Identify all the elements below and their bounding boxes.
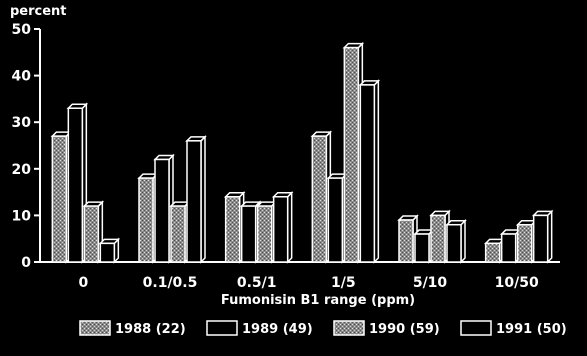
legend-swatch <box>460 320 492 336</box>
y-tick-label: 50 <box>12 22 32 38</box>
bar <box>414 233 430 263</box>
bar <box>398 219 414 263</box>
axes: 0 10 20 30 40 50 0 0.1/0.5 0.5/1 1/5 5/10 10/50 <box>12 22 560 291</box>
bar <box>272 196 289 263</box>
y-tick-label: 30 <box>12 115 32 131</box>
y-unit-label: percent <box>10 4 67 19</box>
bar <box>51 135 68 263</box>
bar <box>446 223 462 263</box>
y-tick-label: 10 <box>12 208 32 224</box>
x-tick-label: 0.1/0.5 <box>143 275 198 291</box>
x-tick-label: 0 <box>78 275 88 291</box>
bar <box>186 140 202 263</box>
bar <box>343 46 360 263</box>
bar <box>67 107 84 263</box>
bar <box>516 223 533 263</box>
bar <box>311 135 328 263</box>
bar <box>83 205 100 263</box>
bar <box>154 158 170 263</box>
bars <box>50 41 554 264</box>
x-tick-label: 10/50 <box>495 275 539 291</box>
legend-label: 1989 (49) <box>242 322 313 337</box>
y-tick-label: 40 <box>12 69 32 85</box>
bar <box>224 196 241 263</box>
bar <box>327 177 344 263</box>
legend-label: 1988 (22) <box>115 322 186 337</box>
x-tick-label: 5/10 <box>413 275 448 291</box>
bar <box>500 233 517 263</box>
bar <box>484 242 501 263</box>
bar <box>240 205 257 263</box>
x-tick-label: 0.5/1 <box>237 275 277 291</box>
bar <box>170 205 186 263</box>
legend-swatch <box>79 320 111 336</box>
bar <box>99 242 116 263</box>
x-axis-title: Fumonisin B1 range (ppm) <box>221 293 415 308</box>
legend-swatch <box>206 320 238 336</box>
labels: percent Fumonisin B1 range (ppm) <box>10 4 415 308</box>
legend-label: 1991 (50) <box>496 322 567 337</box>
y-tick-label: 0 <box>21 255 31 271</box>
legend-label: 1990 (59) <box>369 322 440 337</box>
y-tick-label: 20 <box>12 162 32 178</box>
legend-swatch <box>333 320 365 336</box>
x-tick-label: 1/5 <box>331 275 356 291</box>
bar <box>430 214 446 263</box>
bar <box>532 214 549 263</box>
bar <box>138 177 154 263</box>
legend: 1988 (22) 1989 (49) 1990 (59) 1991 (50) <box>79 320 567 337</box>
bar <box>256 205 273 263</box>
bar <box>359 84 376 263</box>
